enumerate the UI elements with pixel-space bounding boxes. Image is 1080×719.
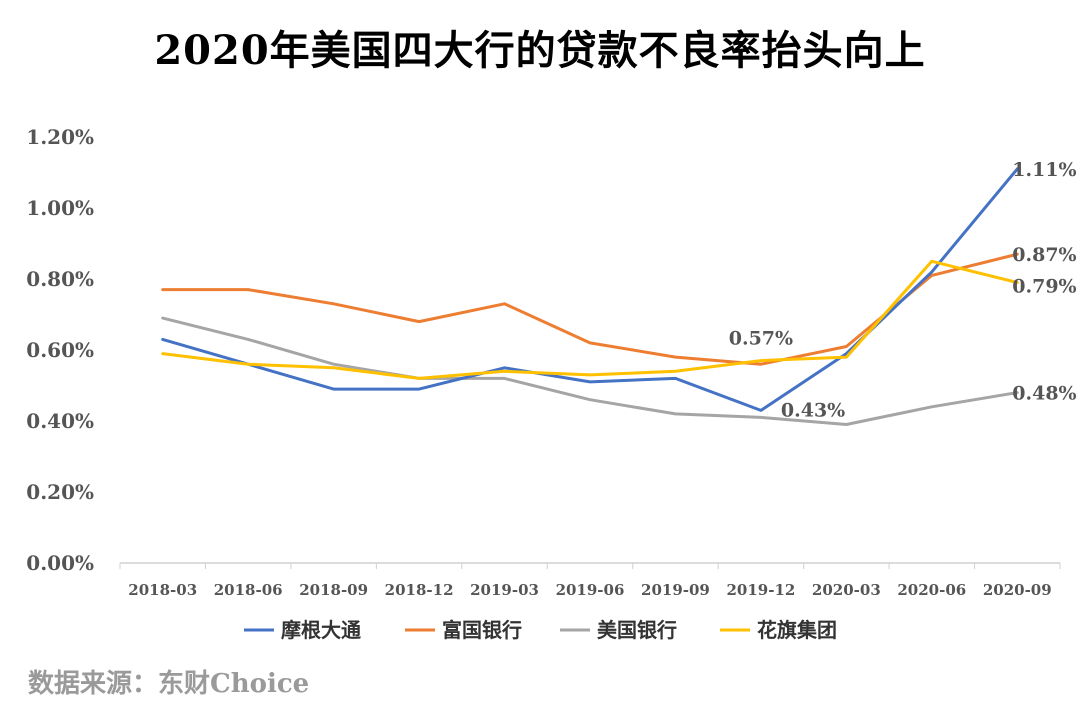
data-label: 0.43%: [781, 399, 845, 421]
series-line-2: [161, 252, 1019, 366]
y-tick-label: 0.80%: [26, 267, 94, 291]
series-line-4: [161, 259, 1019, 380]
x-tick-label: 2019-06: [556, 581, 625, 599]
y-tick-label: 0.40%: [26, 409, 94, 433]
series-line-3: [161, 316, 1019, 426]
x-tick-label: 2018-12: [385, 581, 454, 599]
data-label: 0.87%: [1012, 244, 1076, 266]
data-label: 0.79%: [1012, 276, 1076, 298]
legend-label: 花旗集团: [757, 618, 837, 642]
y-tick-label: 0.60%: [26, 338, 94, 362]
y-tick-label: 1.20%: [26, 125, 94, 149]
data-label: 0.57%: [729, 328, 793, 350]
x-tick-label: 2020-03: [812, 581, 881, 599]
x-tick-label: 2019-03: [470, 581, 539, 599]
x-tick-label: 2020-09: [983, 581, 1052, 599]
y-tick-label: 0.00%: [26, 551, 94, 575]
legend-label: 摩根大通: [281, 618, 361, 642]
y-tick-label: 1.00%: [26, 196, 94, 220]
x-tick-label: 2018-03: [128, 581, 197, 599]
x-tick-label: 2018-06: [214, 581, 283, 599]
chart-title: 2020年美国四大行的贷款不良率抬头向上: [154, 27, 926, 74]
x-tick-label: 2019-12: [726, 581, 795, 599]
legend-label: 美国银行: [597, 618, 677, 642]
x-tick-label: 2019-09: [641, 581, 710, 599]
y-tick-label: 0.20%: [26, 480, 94, 504]
x-tick-label: 2018-09: [299, 581, 368, 599]
data-label: 1.11%: [1012, 159, 1076, 181]
data-source: 数据来源：东财Choice: [28, 669, 310, 699]
data-label: 0.48%: [1012, 383, 1076, 405]
x-tick-label: 2020-06: [897, 581, 966, 599]
legend-label: 富国银行: [442, 618, 522, 642]
